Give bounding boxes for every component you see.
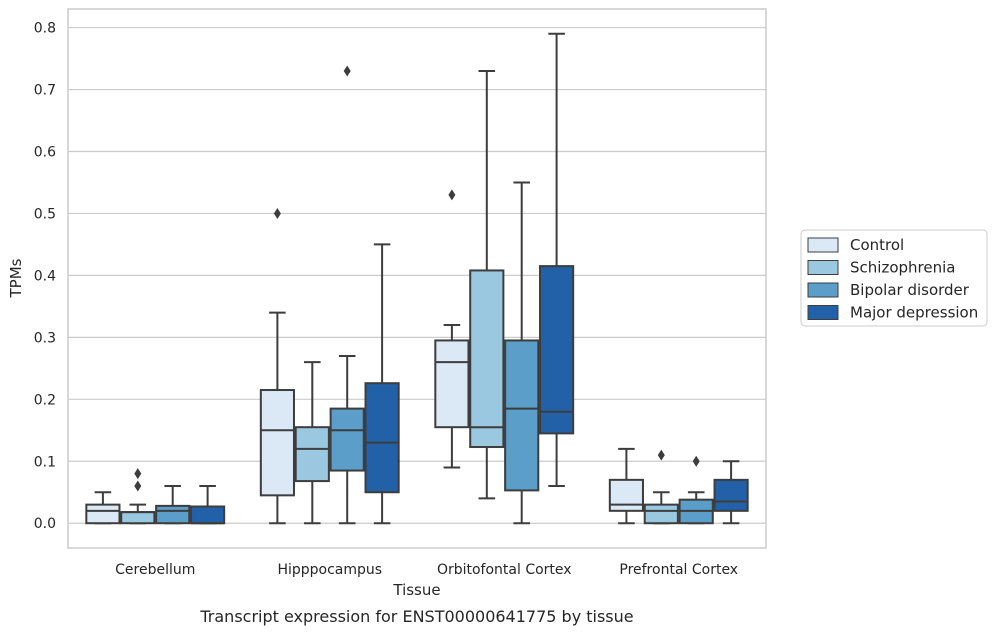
box-prefrontal-cortex-bipolar-disorder xyxy=(678,455,714,525)
outlier-point xyxy=(134,468,142,480)
y-axis-title: TPMs xyxy=(7,258,25,298)
y-tick-label: 0.7 xyxy=(34,83,56,99)
iqr-box xyxy=(504,339,540,492)
y-tick-label: 0.0 xyxy=(34,516,56,532)
x-tick-labels: Cerebellum Hipppocampus Orbitofontal Corte… xyxy=(115,562,738,578)
x-tick-label: Cerebellum xyxy=(115,562,195,578)
box-cerebellum-control xyxy=(85,491,121,525)
box-prefrontal-cortex-major-depression xyxy=(713,460,749,525)
legend-swatch xyxy=(807,237,839,253)
box-group-prefrontal-cortex xyxy=(608,447,749,525)
legend-frame xyxy=(800,229,988,327)
legend: Control Schizophrenia Bipolar disorder Majo… xyxy=(800,229,988,327)
y-tick-label: 0.6 xyxy=(34,144,56,160)
box-prefrontal-cortex-control xyxy=(608,447,644,525)
outlier-point xyxy=(343,65,351,77)
legend-swatch xyxy=(807,260,839,275)
iqr-box xyxy=(539,265,575,435)
iqr-box xyxy=(190,505,226,525)
iqr-box xyxy=(608,478,644,512)
x-tick-label: Hipppocampus xyxy=(277,562,382,578)
iqr-box xyxy=(469,269,505,449)
box-group-hipppocampus xyxy=(259,65,400,525)
box-orbitofontal-cortex-schizophrenia xyxy=(469,69,505,500)
outlier-point xyxy=(448,189,456,201)
iqr-box xyxy=(364,382,400,494)
iqr-box xyxy=(155,504,191,525)
iqr-box xyxy=(259,389,295,497)
y-tick-label: 0.8 xyxy=(34,21,56,37)
x-tick-label: Orbitofontal Cortex xyxy=(437,562,572,578)
legend-label: Bipolar disorder xyxy=(850,281,970,299)
legend-item-major-depression: Major depression xyxy=(807,304,978,322)
box-hipppocampus-bipolar-disorder xyxy=(329,65,365,525)
box-cerebellum-schizophrenia xyxy=(120,468,156,525)
plot-frame xyxy=(67,8,767,549)
box-group-orbitofontal-cortex xyxy=(434,32,575,525)
legend-label: Schizophrenia xyxy=(850,259,955,277)
iqr-box xyxy=(643,503,679,525)
y-tick-label: 0.3 xyxy=(34,330,56,346)
figure-caption: Transcript expression for ENST0000064177… xyxy=(199,607,633,626)
legend-item-schizophrenia: Schizophrenia xyxy=(807,259,955,277)
iqr-box xyxy=(294,426,330,483)
outlier-point xyxy=(134,480,142,492)
legend-item-control: Control xyxy=(807,236,904,254)
outlier-point xyxy=(692,455,700,467)
box-orbitofontal-cortex-major-depression xyxy=(539,32,575,488)
x-axis-title: Tissue xyxy=(392,581,440,599)
legend-item-bipolar-disorder: Bipolar disorder xyxy=(807,281,970,299)
iqr-box xyxy=(329,407,365,472)
x-tick-label: Prefrontal Cortex xyxy=(619,562,738,578)
box-orbitofontal-cortex-control xyxy=(434,189,470,469)
box-groups xyxy=(85,32,749,525)
legend-swatch xyxy=(807,282,839,298)
y-tick-label: 0.4 xyxy=(34,268,56,284)
outlier-point xyxy=(273,207,281,219)
legend-label: Control xyxy=(850,236,904,254)
box-prefrontal-cortex-schizophrenia xyxy=(643,449,679,525)
box-orbitofontal-cortex-bipolar-disorder xyxy=(504,181,540,525)
box-hipppocampus-major-depression xyxy=(364,243,400,525)
iqr-box xyxy=(434,339,470,429)
y-tick-label: 0.5 xyxy=(34,206,56,222)
box-hipppocampus-schizophrenia xyxy=(294,361,330,525)
outlier-point xyxy=(657,449,665,461)
box-hipppocampus-control xyxy=(259,207,295,525)
y-tick-label: 0.2 xyxy=(34,392,56,408)
iqr-box xyxy=(85,503,121,525)
box-group-cerebellum xyxy=(85,468,226,525)
iqr-box xyxy=(713,478,749,512)
box-cerebellum-major-depression xyxy=(190,485,226,525)
legend-swatch xyxy=(807,305,839,320)
legend-label: Major depression xyxy=(850,304,978,322)
iqr-box xyxy=(120,511,156,525)
y-tick-label: 0.1 xyxy=(34,454,56,470)
box-cerebellum-bipolar-disorder xyxy=(155,485,191,525)
y-tick-labels: 0.0 0.1 0.2 0.3 0.4 0.5 0.6 0.7 0.8 xyxy=(34,21,56,533)
